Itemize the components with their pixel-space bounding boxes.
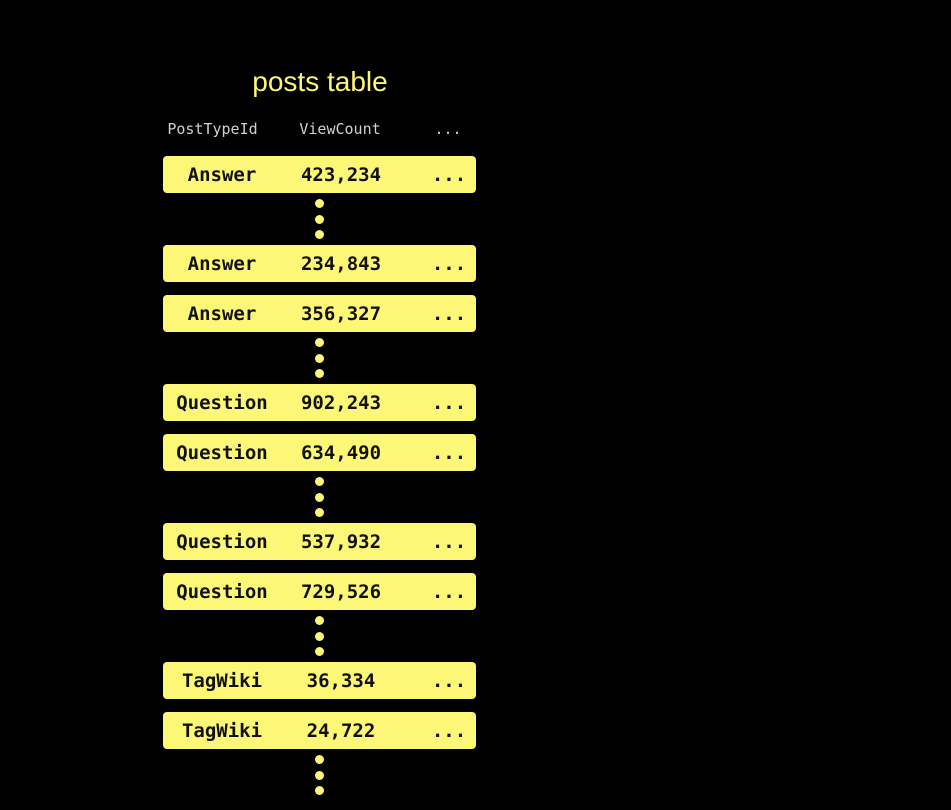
diagram-title: posts table bbox=[252, 66, 388, 97]
post-type-cell: Question bbox=[176, 581, 268, 603]
post-type-cell: Question bbox=[176, 392, 268, 414]
view-count-cell: 423,234 bbox=[300, 164, 382, 186]
dot bbox=[315, 338, 324, 347]
table-row: Question 729,526... bbox=[163, 573, 476, 610]
ellipsis-dots-icon bbox=[315, 338, 324, 385]
post-type-cell: TagWiki bbox=[181, 670, 263, 692]
ellipsis-dots-icon bbox=[315, 199, 324, 246]
post-type-cell: Question bbox=[176, 442, 268, 464]
table-row: Question 902,243... bbox=[163, 384, 476, 421]
column-header-more: ... bbox=[434, 120, 462, 138]
ellipsis-dots-icon bbox=[315, 616, 324, 663]
dot bbox=[315, 353, 324, 363]
dot bbox=[315, 369, 324, 378]
post-type-cell: TagWiki bbox=[181, 720, 263, 742]
ellipsis-dots-icon bbox=[315, 755, 324, 802]
dot bbox=[315, 230, 324, 239]
dot bbox=[315, 492, 324, 502]
view-count-cell: 24,722 bbox=[306, 720, 376, 742]
table-row: Question 537,932... bbox=[163, 523, 476, 560]
more-cell: ... bbox=[431, 303, 467, 325]
dot bbox=[315, 786, 324, 795]
dot bbox=[315, 508, 324, 517]
dot bbox=[315, 631, 324, 641]
more-cell: ... bbox=[431, 164, 467, 186]
more-cell: ... bbox=[431, 531, 467, 553]
more-cell: ... bbox=[431, 581, 467, 603]
post-type-cell: Answer bbox=[187, 253, 257, 275]
dot bbox=[315, 770, 324, 780]
dot bbox=[315, 755, 324, 764]
view-count-cell: 634,490 bbox=[300, 442, 382, 464]
more-cell: ... bbox=[431, 253, 467, 275]
table-row: TagWiki 24,722... bbox=[163, 712, 476, 749]
view-count-cell: 356,327 bbox=[300, 303, 382, 325]
more-cell: ... bbox=[431, 442, 467, 464]
more-cell: ... bbox=[431, 392, 467, 414]
table-row: Question 634,490... bbox=[163, 434, 476, 471]
table-row: TagWiki 36,334... bbox=[163, 662, 476, 699]
view-count-cell: 537,932 bbox=[300, 531, 382, 553]
column-header-viewcount: ViewCount bbox=[299, 120, 381, 138]
post-type-cell: Answer bbox=[187, 303, 257, 325]
more-cell: ... bbox=[431, 720, 467, 742]
table-row: Answer 356,327... bbox=[163, 295, 476, 332]
more-cell: ... bbox=[431, 670, 467, 692]
column-header-posttypeid: PostTypeId bbox=[167, 120, 258, 138]
table-row: Answer 423,234... bbox=[163, 156, 476, 193]
view-count-cell: 36,334 bbox=[306, 670, 376, 692]
view-count-cell: 902,243 bbox=[300, 392, 382, 414]
ellipsis-dots-icon bbox=[315, 477, 324, 524]
dot bbox=[315, 616, 324, 625]
table-row: Answer 234,843... bbox=[163, 245, 476, 282]
view-count-cell: 729,526 bbox=[300, 581, 382, 603]
dot bbox=[315, 199, 324, 208]
post-type-cell: Answer bbox=[187, 164, 257, 186]
post-type-cell: Question bbox=[176, 531, 268, 553]
dot bbox=[315, 647, 324, 656]
dot bbox=[315, 214, 324, 224]
dot bbox=[315, 477, 324, 486]
view-count-cell: 234,843 bbox=[300, 253, 382, 275]
